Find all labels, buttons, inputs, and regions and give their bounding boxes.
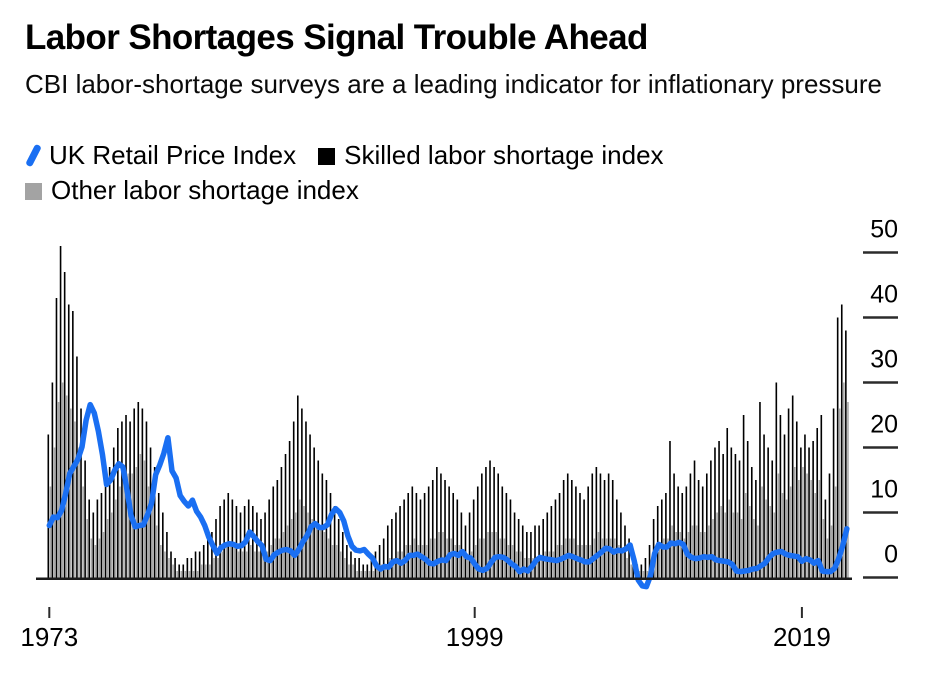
svg-text:20: 20 [870, 411, 898, 439]
svg-text:0: 0 [884, 541, 898, 569]
svg-text:40: 40 [870, 281, 898, 309]
x-axis-labels: 1973 1999 2019 [20, 622, 830, 652]
line-swatch-icon [25, 143, 42, 167]
page-title: Labor Shortages Signal Trouble Ahead [25, 18, 648, 57]
bars-skilled-labor [47, 246, 847, 578]
legend-item-rpi: UK Retail Price Index [25, 140, 296, 170]
svg-text:2019: 2019 [773, 622, 831, 652]
labor-shortage-inflation-chart: 50 40 30 20 10 0 1973 1999 2019 [20, 216, 898, 652]
rpi-line [46, 401, 850, 590]
legend-item-skilled: Skilled labor shortage index [318, 140, 664, 170]
svg-text:1973: 1973 [20, 622, 78, 652]
x-axis-ticks [48, 607, 803, 618]
legend-label: Skilled labor shortage index [344, 140, 664, 170]
page-subtitle: CBI labor-shortage surveys are a leading… [25, 69, 882, 99]
legend-row-2: Other labor shortage index [25, 175, 664, 205]
legend-row-1: UK Retail Price Index Skilled labor shor… [25, 140, 664, 170]
svg-text:1999: 1999 [446, 622, 504, 652]
svg-text:30: 30 [870, 346, 898, 374]
square-swatch-icon [25, 182, 42, 200]
square-swatch-icon [318, 147, 336, 165]
y-axis-labels: 50 40 30 20 10 0 [870, 216, 898, 569]
svg-text:10: 10 [870, 476, 898, 504]
chart-header: Labor Shortages Signal Trouble Ahead CBI… [25, 18, 925, 102]
y-axis-ticks [863, 251, 898, 579]
legend-item-other: Other labor shortage index [25, 175, 359, 205]
legend-label: Other labor shortage index [51, 175, 359, 205]
legend-label: UK Retail Price Index [49, 140, 297, 170]
legend: UK Retail Price Index Skilled labor shor… [25, 140, 664, 205]
svg-text:50: 50 [870, 216, 898, 244]
